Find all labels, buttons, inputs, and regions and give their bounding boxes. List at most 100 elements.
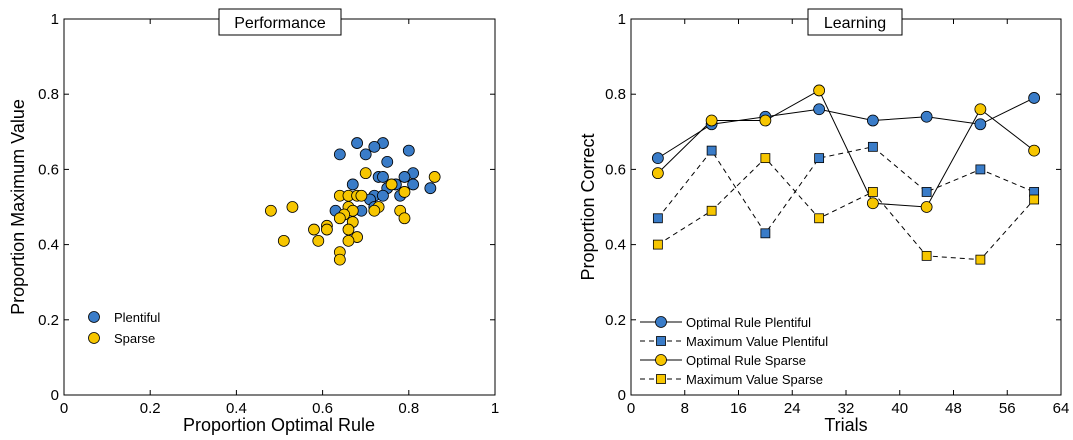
series-marker-optimal-rule-sparse — [866, 197, 879, 210]
legend-label-maximum-value-sparse: Maximum Value Sparse — [686, 372, 823, 387]
scatter-point-plentiful — [346, 178, 359, 191]
x-tick-label: 24 — [784, 400, 801, 417]
performance-panel: 0 0.2 0.4 0.6 0.8 1 0 0.2 0.4 0.6 0.8 1 Performance… — [8, 8, 499, 435]
series-marker-maximum-value-sparse — [814, 213, 825, 224]
legend-marker-optimal-rule-sparse — [655, 354, 667, 366]
series-marker-optimal-rule-sparse — [813, 84, 826, 97]
x-tick-label: 32 — [838, 400, 855, 417]
legend-marker-sparse — [88, 332, 100, 344]
learning-series — [651, 84, 1041, 265]
series-marker-maximum-value-sparse — [975, 254, 986, 265]
performance-points — [264, 137, 441, 266]
series-marker-maximum-value-plentiful — [652, 213, 663, 224]
series-marker-optimal-rule-plentiful — [1028, 92, 1041, 104]
series-marker-maximum-value-plentiful — [867, 141, 878, 152]
learning-y-axis-label: Proportion Correct — [578, 133, 598, 280]
y-tick-label: 0.4 — [38, 237, 59, 254]
scatter-point-plentiful — [402, 144, 415, 157]
performance-legend: Plentiful Sparse — [88, 310, 160, 346]
x-tick-label: 0 — [60, 400, 68, 417]
y-tick-label: 0.2 — [605, 312, 626, 329]
scatter-point-sparse — [368, 204, 381, 217]
x-tick-label: 0 — [627, 400, 635, 417]
scatter-point-sparse — [312, 234, 325, 247]
scatter-point-plentiful — [381, 155, 394, 168]
series-marker-maximum-value-sparse — [652, 239, 663, 250]
learning-ticks: 0 8 16 24 32 40 48 56 64 0 0.2 0.4 0.6 0.8 1 — [605, 11, 1069, 417]
series-marker-optimal-rule-sparse — [920, 201, 933, 213]
series-marker-optimal-rule-plentiful — [813, 103, 826, 116]
scatter-point-plentiful — [377, 189, 389, 202]
x-tick-label: 16 — [730, 400, 747, 417]
y-tick-label: 0.4 — [605, 237, 626, 254]
legend-marker-maximum-value-plentiful — [656, 336, 666, 346]
series-line-maximum-value-plentiful — [657, 146, 1035, 235]
legend-label-plentiful: Plentiful — [114, 310, 160, 325]
x-tick-label: 48 — [945, 400, 962, 417]
legend-marker-maximum-value-sparse — [656, 374, 666, 384]
y-tick-label: 1 — [618, 11, 626, 28]
series-marker-optimal-rule-sparse — [974, 103, 987, 116]
legend-marker-plentiful — [88, 311, 100, 323]
learning-x-axis-label: Trials — [824, 415, 867, 435]
y-tick-label: 0.6 — [38, 161, 59, 178]
scatter-point-plentiful — [359, 148, 372, 161]
series-marker-maximum-value-sparse — [1029, 194, 1040, 205]
x-tick-label: 0.2 — [140, 400, 161, 417]
series-marker-maximum-value-sparse — [867, 187, 878, 197]
scatter-point-sparse — [333, 212, 346, 225]
scatter-point-sparse — [398, 186, 411, 198]
scatter-point-plentiful — [368, 140, 381, 153]
series-line-maximum-value-sparse — [657, 157, 1035, 261]
scatter-point-plentiful — [377, 171, 389, 183]
series-marker-optimal-rule-plentiful — [974, 118, 987, 131]
learning-title: Learning — [824, 15, 886, 32]
scatter-point-plentiful — [351, 137, 363, 149]
y-tick-label: 0.8 — [605, 86, 626, 103]
y-tick-label: 1 — [51, 11, 59, 28]
legend-label-optimal-rule-plentiful: Optimal Rule Plentiful — [686, 315, 811, 330]
x-tick-label: 0.4 — [226, 400, 247, 417]
legend-marker-optimal-rule-plentiful — [655, 316, 667, 328]
scatter-point-sparse — [355, 189, 368, 202]
legend-label-maximum-value-plentiful: Maximum Value Plentiful — [686, 334, 828, 349]
series-marker-optimal-rule-sparse — [759, 114, 772, 127]
x-tick-label: 40 — [891, 400, 908, 417]
legend-label-sparse: Sparse — [114, 331, 155, 346]
scatter-point-plentiful — [333, 148, 346, 161]
scatter-point-sparse — [342, 234, 355, 247]
performance-x-axis-label: Proportion Optimal Rule — [183, 415, 375, 435]
series-marker-maximum-value-plentiful — [975, 164, 986, 175]
scatter-point-plentiful — [407, 178, 420, 191]
series-marker-maximum-value-plentiful — [706, 145, 717, 156]
scatter-point-sparse — [428, 171, 441, 183]
x-tick-label: 0.6 — [312, 400, 333, 417]
series-line-optimal-rule-plentiful — [657, 97, 1035, 159]
performance-title-box — [218, 8, 342, 36]
series-marker-maximum-value-sparse — [706, 205, 717, 216]
y-tick-label: 0.6 — [605, 161, 626, 178]
y-tick-label: 0 — [51, 387, 59, 404]
series-marker-optimal-rule-sparse — [705, 114, 718, 127]
scatter-point-plentiful — [398, 171, 411, 183]
series-marker-optimal-rule-sparse — [1028, 144, 1041, 157]
series-marker-maximum-value-sparse — [760, 153, 771, 164]
scatter-point-sparse — [333, 253, 346, 266]
scatter-point-sparse — [277, 234, 290, 247]
scatter-point-sparse — [385, 178, 398, 191]
performance-ticks: 0 0.2 0.4 0.6 0.8 1 0 0.2 0.4 0.6 0.8 1 — [38, 11, 499, 417]
scatter-point-sparse — [308, 223, 320, 236]
scatter-point-sparse — [321, 223, 333, 236]
series-marker-optimal-rule-plentiful — [866, 114, 879, 127]
series-marker-optimal-rule-plentiful — [920, 110, 933, 123]
performance-y-axis-label: Proportion Maximum Value — [8, 99, 28, 315]
x-tick-label: 56 — [999, 400, 1016, 417]
scatter-point-plentiful — [424, 182, 437, 195]
scatter-point-sparse — [264, 204, 277, 217]
series-marker-optimal-rule-plentiful — [651, 152, 664, 165]
scatter-point-sparse — [342, 223, 355, 236]
performance-title: Performance — [234, 15, 326, 32]
x-tick-label: 8 — [681, 400, 689, 417]
